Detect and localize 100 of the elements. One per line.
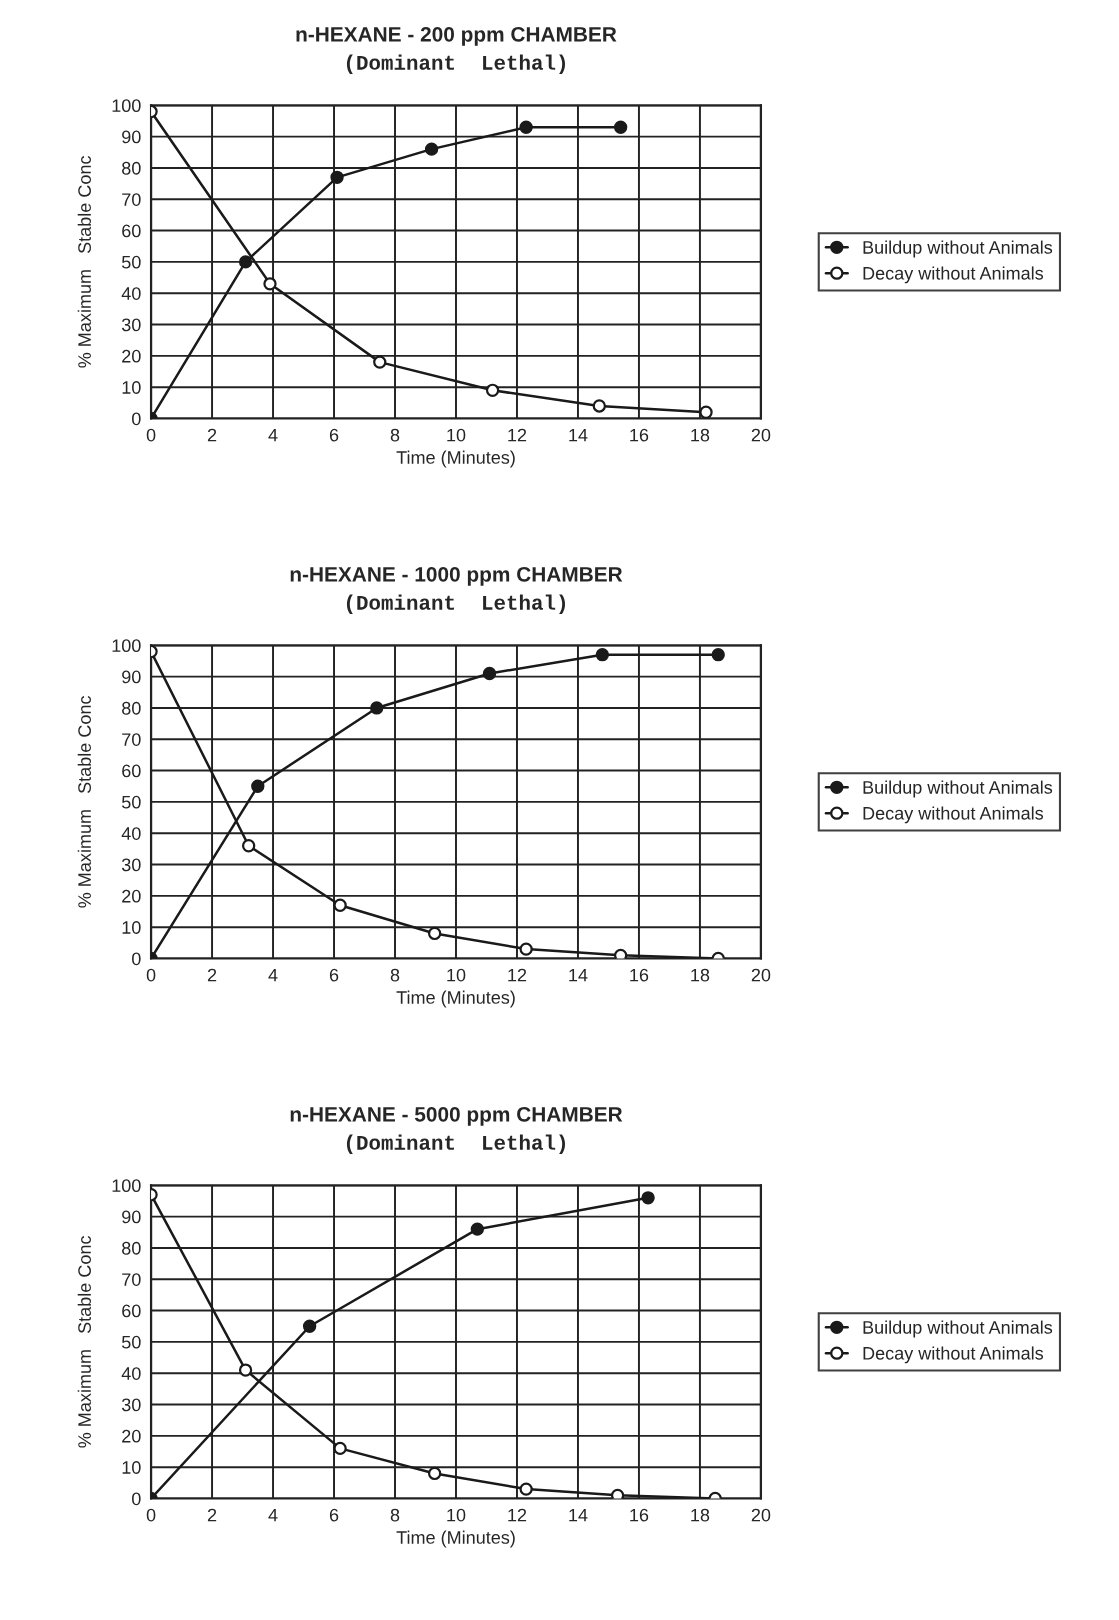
y-axis-title: % Maximum Stable Conc	[77, 696, 91, 908]
point	[519, 1482, 533, 1496]
x-tick-label: 6	[329, 428, 339, 442]
x-tick-label: 16	[630, 968, 649, 982]
legend-label: Decay without Animals	[863, 806, 1044, 824]
chart-subtitle: (Dominant Lethal)	[346, 54, 565, 74]
legend-label: Buildup without Animals	[863, 240, 1053, 258]
y-tick-label: 10	[122, 921, 141, 934]
x-tick-label: 10	[447, 968, 466, 982]
point	[238, 255, 253, 269]
y-tick-label: 70	[122, 193, 141, 206]
y-tick-label: 30	[121, 1398, 141, 1412]
point	[613, 120, 628, 134]
y-tick-label: 0	[132, 412, 141, 426]
point	[485, 383, 500, 397]
point	[699, 405, 713, 419]
y-tick-label: 20	[122, 1429, 141, 1443]
point	[711, 648, 725, 662]
point	[427, 926, 442, 941]
x-tick-label: 16	[630, 428, 649, 442]
point	[238, 1363, 253, 1377]
x-tick-label: 2	[207, 1508, 217, 1522]
x-tick-label: 0	[146, 428, 156, 442]
x-tick-label: 16	[630, 1508, 649, 1522]
y-axis-title: % Maximum Stable Conc	[77, 1236, 91, 1448]
y-tick-label: 100	[112, 639, 141, 653]
x-tick-label: 4	[268, 1508, 278, 1522]
x-tick-label: 6	[329, 1508, 339, 1522]
x-tick-label: 14	[569, 968, 588, 982]
y-tick-label: 0	[132, 1492, 141, 1506]
x-axis-title: Time (Minutes)	[396, 990, 515, 1008]
x-tick-label: 6	[329, 968, 339, 982]
y-tick-label: 0	[132, 952, 141, 966]
y-tick-label: 60	[122, 764, 141, 778]
x-axis-title: Time (Minutes)	[396, 1530, 515, 1548]
y-tick-label: 10	[122, 381, 141, 394]
x-tick-label: 20	[751, 1508, 771, 1522]
y-tick-label: 80	[122, 161, 141, 175]
x-tick-label: 14	[569, 428, 588, 442]
y-tick-label: 100	[112, 1179, 141, 1193]
point	[241, 839, 256, 853]
x-tick-label: 12	[508, 428, 527, 442]
y-tick-label: 40	[121, 827, 141, 840]
y-tick-label: 20	[122, 889, 141, 903]
y-tick-label: 60	[122, 1304, 141, 1318]
point	[519, 120, 533, 134]
y-tick-label: 50	[121, 1335, 141, 1349]
y-tick-label: 20	[122, 349, 141, 363]
point	[251, 779, 265, 793]
point	[333, 1441, 347, 1456]
x-tick-label: 14	[569, 1508, 588, 1522]
x-tick-label: 8	[390, 1508, 400, 1522]
x-tick-label: 0	[146, 1508, 156, 1522]
y-tick-label: 40	[121, 1367, 141, 1380]
y-tick-label: 40	[121, 287, 141, 300]
point	[263, 277, 277, 291]
point	[641, 1191, 655, 1205]
point	[424, 142, 439, 156]
point	[373, 355, 387, 369]
point	[519, 942, 533, 956]
point	[333, 898, 347, 912]
point	[595, 648, 610, 662]
point	[592, 399, 606, 413]
x-tick-label: 4	[268, 428, 278, 442]
x-tick-label: 18	[691, 1508, 710, 1522]
y-tick-label: 80	[122, 1241, 141, 1255]
y-tick-label: 50	[121, 255, 141, 269]
x-tick-label: 18	[691, 968, 710, 982]
y-tick-label: 50	[121, 795, 141, 809]
x-tick-label: 8	[390, 968, 400, 982]
chart-title: n-HEXANE - 200 ppm CHAMBER	[296, 26, 617, 46]
chart-title: n-HEXANE - 5000 ppm CHAMBER	[290, 1106, 623, 1126]
point	[482, 666, 497, 681]
chart-subtitle: (Dominant Lethal)	[346, 594, 565, 614]
y-tick-label: 10	[122, 1461, 141, 1474]
x-tick-label: 8	[390, 428, 400, 442]
chart-subtitle: (Dominant Lethal)	[346, 1134, 565, 1154]
x-tick-label: 4	[268, 968, 278, 982]
point	[330, 170, 344, 184]
x-tick-label: 20	[751, 968, 771, 982]
x-tick-label: 20	[751, 428, 771, 442]
point	[302, 1319, 317, 1333]
y-tick-label: 70	[122, 1273, 141, 1286]
x-tick-label: 0	[146, 968, 156, 982]
legend-label: Buildup without Animals	[863, 780, 1053, 798]
y-tick-label: 100	[112, 99, 141, 113]
x-tick-label: 10	[447, 1508, 466, 1522]
y-tick-label: 80	[122, 701, 141, 715]
y-tick-label: 60	[122, 224, 141, 238]
y-tick-label: 90	[122, 670, 141, 684]
x-tick-label: 2	[207, 428, 217, 442]
x-axis-title: Time (Minutes)	[396, 450, 515, 468]
y-axis-title: % Maximum Stable Conc	[77, 156, 91, 368]
y-tick-label: 90	[122, 130, 141, 144]
x-tick-label: 18	[691, 428, 710, 442]
y-tick-label: 70	[122, 733, 141, 746]
point	[470, 1222, 484, 1236]
legend-label: Decay without Animals	[863, 266, 1044, 284]
point	[610, 1488, 625, 1499]
point	[613, 948, 628, 959]
